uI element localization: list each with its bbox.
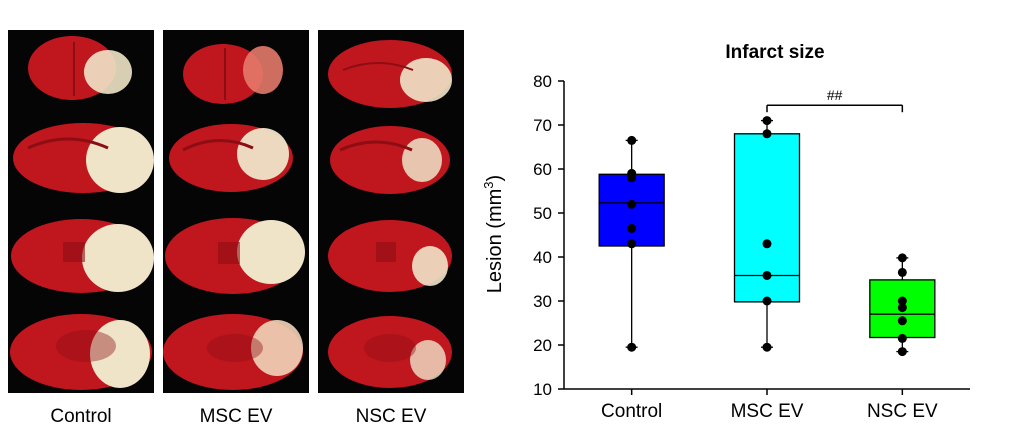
y-axis-label: Lesion (mm3)	[481, 175, 506, 293]
chart-title: Infarct size	[725, 42, 824, 63]
panel-control	[8, 30, 154, 393]
panel-nsc-ev	[318, 30, 464, 393]
y-axis-label-close: )	[484, 175, 506, 182]
point-msc-ev-0	[762, 116, 772, 126]
x-tick-label-0: Control	[601, 401, 662, 422]
section-nsc-4	[328, 316, 452, 388]
label-control: Control	[50, 406, 112, 427]
y-tick-label-30: 30	[533, 292, 552, 311]
point-msc-ev-5	[762, 342, 772, 352]
point-nsc-ev-1	[897, 267, 907, 277]
y-tick-label-80: 80	[533, 72, 552, 91]
x-tick-label-1: MSC EV	[731, 401, 804, 422]
point-nsc-ev-2	[897, 296, 907, 306]
y-tick-label-40: 40	[533, 248, 552, 267]
point-nsc-ev-0	[897, 253, 907, 263]
y-axis-label-sup: 3	[481, 181, 496, 188]
box-control	[598, 173, 665, 247]
point-control-4	[627, 223, 637, 233]
point-msc-ev-3	[762, 270, 772, 280]
panel-msc-ev	[163, 30, 309, 393]
point-control-3	[627, 199, 637, 209]
point-msc-ev-4	[762, 296, 772, 306]
point-nsc-ev-5	[897, 333, 907, 343]
section-msc-3	[165, 218, 305, 294]
brain-sections-nsc-ev	[328, 40, 452, 388]
point-control-6	[627, 342, 637, 352]
y-tick-label-20: 20	[533, 336, 552, 355]
section-control-4	[10, 314, 152, 390]
section-msc-1	[183, 44, 283, 104]
significance-label: ##	[827, 87, 843, 103]
point-nsc-ev-6	[897, 347, 907, 357]
y-tick-label-50: 50	[533, 204, 552, 223]
point-control-2	[627, 173, 637, 183]
point-nsc-ev-4	[897, 316, 907, 326]
x-tick-label-2: NSC EV	[867, 401, 938, 422]
y-tick-label-10: 10	[533, 380, 552, 399]
section-msc-4	[163, 314, 303, 390]
y-axis-label-base: Lesion (mm	[484, 189, 506, 293]
brain-sections-msc-ev	[163, 44, 305, 390]
section-nsc-2	[330, 126, 450, 194]
y-tick-label-60: 60	[533, 160, 552, 179]
section-nsc-1	[328, 40, 452, 108]
point-msc-ev-1	[762, 129, 772, 139]
section-control-2	[13, 123, 154, 193]
y-tick-label-70: 70	[533, 116, 552, 135]
section-msc-2	[169, 124, 293, 192]
point-control-5	[627, 239, 637, 249]
label-msc-ev: MSC EV	[199, 406, 273, 427]
point-control-0	[627, 135, 637, 145]
section-control-3	[11, 219, 154, 293]
label-nsc-ev: NSC EV	[355, 406, 427, 427]
point-nsc-ev-3	[897, 303, 907, 313]
brain-sections-control	[10, 36, 154, 390]
section-control-1	[28, 36, 132, 100]
section-nsc-3	[328, 220, 452, 292]
point-msc-ev-2	[762, 239, 772, 249]
